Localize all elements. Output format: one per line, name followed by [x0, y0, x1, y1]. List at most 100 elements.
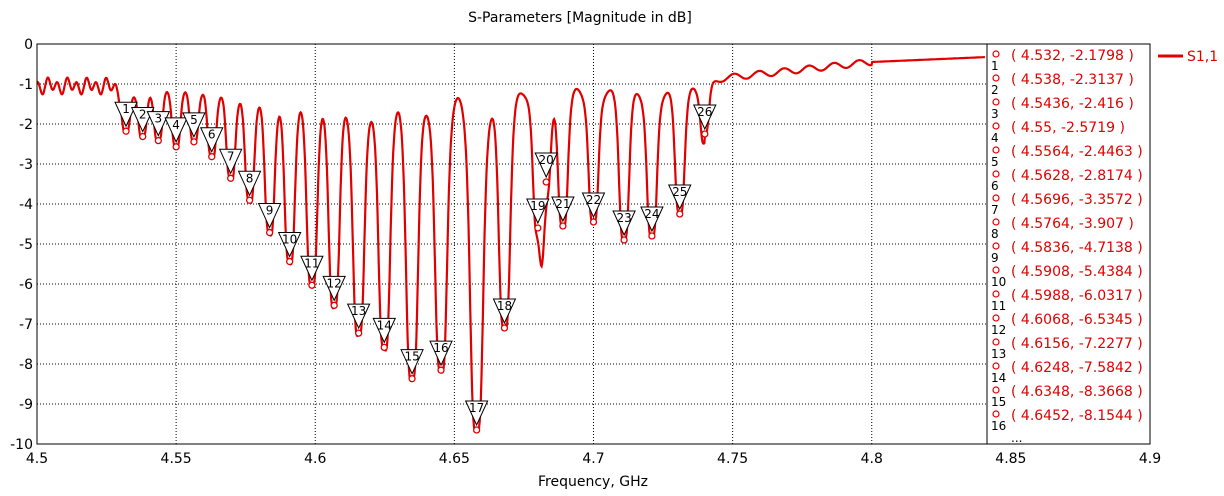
marker-point [534, 224, 542, 232]
marker-label: 1 [122, 102, 130, 116]
legend-entry-text: ( 4.55, -2.5719 ) [1011, 120, 1125, 136]
marker-triangle [534, 152, 558, 179]
legend-entry-text: ( 4.6156, -7.2277 ) [1011, 336, 1143, 352]
x-axis-ticks: 4.5 4.55 4.6 4.65 4.7 4.75 4.8 4.85 4.9 [26, 451, 1161, 467]
legend-marker-icon [992, 218, 1000, 226]
marker-point [172, 143, 180, 151]
marker-label: 8 [246, 171, 254, 185]
marker-triangle [526, 198, 550, 225]
legend-entry-number: 3 [991, 107, 999, 121]
x-tick-label: 4.6 [304, 451, 326, 467]
marker-point [380, 343, 388, 352]
marker-label: 10 [282, 233, 297, 247]
legend-entry-text: ( 4.5696, -3.3572 ) [1011, 192, 1143, 208]
legend-entry: 2 ( 4.538, -2.3137 ) [991, 72, 1134, 97]
y-tick-label: -3 [19, 157, 33, 173]
legend-marker-icon [992, 386, 1000, 394]
marker-label: 25 [672, 185, 687, 199]
legend-entry-text: ( 4.6452, -8.1544 ) [1011, 408, 1143, 424]
legend-entry: 11 ( 4.5988, -6.0317 ) [991, 288, 1143, 313]
marker-6: 6 [199, 127, 224, 161]
marker-triangle [667, 184, 692, 211]
legend-entry-text: ( 4.5908, -5.4384 ) [1011, 264, 1143, 280]
legend-marker-icon [992, 314, 1000, 322]
legend-marker-icon [992, 362, 1000, 370]
marker-point [227, 174, 235, 182]
marker-triangle [218, 148, 243, 175]
marker-9: 9 [257, 203, 282, 237]
y-tick-label: -10 [10, 437, 33, 453]
marker-point [408, 375, 416, 383]
legend-entry: 4 ( 4.55, -2.5719 ) [991, 120, 1125, 145]
y-tick-label: 0 [24, 37, 33, 53]
marker-24: 24 [640, 206, 664, 240]
marker-triangle [400, 349, 424, 375]
y-tick-label: -9 [19, 397, 33, 413]
legend-marker-icon [992, 50, 1000, 58]
legend-entry: 12 ( 4.6068, -6.5345 ) [991, 312, 1143, 337]
marker-label: 15 [404, 350, 419, 364]
legend-entry: 5 ( 4.5564, -2.4463 ) [991, 144, 1143, 169]
marker-label: 2 [139, 108, 147, 122]
marker-triangle [146, 111, 171, 137]
x-tick-label: 4.9 [1139, 451, 1161, 467]
series-legend: S1,1 [1158, 49, 1218, 65]
marker-label: 11 [304, 256, 319, 270]
legend-entry-number: 9 [991, 251, 999, 265]
marker-triangle [257, 203, 282, 229]
marker-triangle [429, 340, 453, 367]
marker-legend: 1 ( 4.532, -2.1798 ) 2 ( 4.538, -2.3137 ) 3 (… [986, 43, 1151, 445]
marker-14: 14 [372, 317, 397, 352]
legend-entry: 14 ( 4.6248, -7.5842 ) [991, 360, 1143, 385]
legend-entry: 7 ( 4.5696, -3.3572 ) [991, 192, 1143, 217]
legend-entry-text: ( 4.5628, -2.8174 ) [1011, 168, 1143, 184]
marker-point [286, 257, 294, 266]
x-tick-label: 4.7 [582, 451, 604, 467]
marker-label: 6 [208, 128, 216, 142]
legend-entry-number: 2 [991, 83, 999, 97]
legend-entry: 13 ( 4.6156, -7.2277 ) [991, 336, 1143, 361]
legend-entry: 8 ( 4.5764, -3.907 ) [991, 216, 1134, 241]
legend-entry-text: ( 4.5564, -2.4463 ) [1011, 144, 1143, 160]
marker-label: 16 [433, 341, 448, 355]
legend-entry-number: 13 [991, 347, 1006, 361]
legend-entry: 15 ( 4.6348, -8.3668 ) [991, 384, 1143, 409]
marker-triangle [492, 298, 517, 325]
marker-point [265, 228, 274, 237]
marker-10: 10 [277, 232, 302, 266]
marker-label: 12 [327, 276, 342, 290]
marker-point [701, 130, 709, 138]
marker-label: 5 [190, 113, 198, 127]
legend-entry: 10 ( 4.5908, -5.4384 ) [991, 264, 1143, 289]
marker-23: 23 [612, 210, 636, 244]
marker-7: 7 [218, 148, 243, 182]
legend-entry: 6 ( 4.5628, -2.8174 ) [991, 168, 1143, 193]
marker-11: 11 [300, 255, 324, 289]
marker-19: 19 [526, 198, 550, 232]
legend-entry-number: 16 [991, 419, 1006, 433]
legend-entry-number: 7 [991, 203, 999, 217]
x-tick-label: 4.85 [995, 451, 1026, 467]
legend-entry-text: ( 4.5436, -2.416 ) [1011, 96, 1134, 112]
legend-marker-icon [992, 242, 1000, 250]
legend-marker-icon [992, 122, 1000, 130]
legend-entry-text: ( 4.5836, -4.7138 ) [1011, 240, 1143, 256]
marker-22: 22 [581, 192, 606, 226]
marker-25: 25 [667, 184, 692, 218]
marker-label: 26 [697, 105, 712, 119]
marker-label: 23 [616, 211, 631, 225]
legend-entry-number: 11 [991, 299, 1006, 313]
legend-entry-number: 4 [991, 131, 999, 145]
marker-triangle [182, 112, 206, 139]
legend-box [986, 43, 1151, 445]
marker-point [648, 232, 656, 240]
marker-triangle [581, 192, 606, 219]
marker-label: 9 [266, 204, 274, 218]
series-legend-label: S1,1 [1187, 49, 1218, 65]
x-tick-label: 4.55 [161, 451, 192, 467]
marker-point [154, 136, 162, 145]
legend-entry-number: 5 [991, 155, 999, 169]
marker-label: 22 [586, 193, 601, 207]
marker-point [308, 281, 316, 289]
